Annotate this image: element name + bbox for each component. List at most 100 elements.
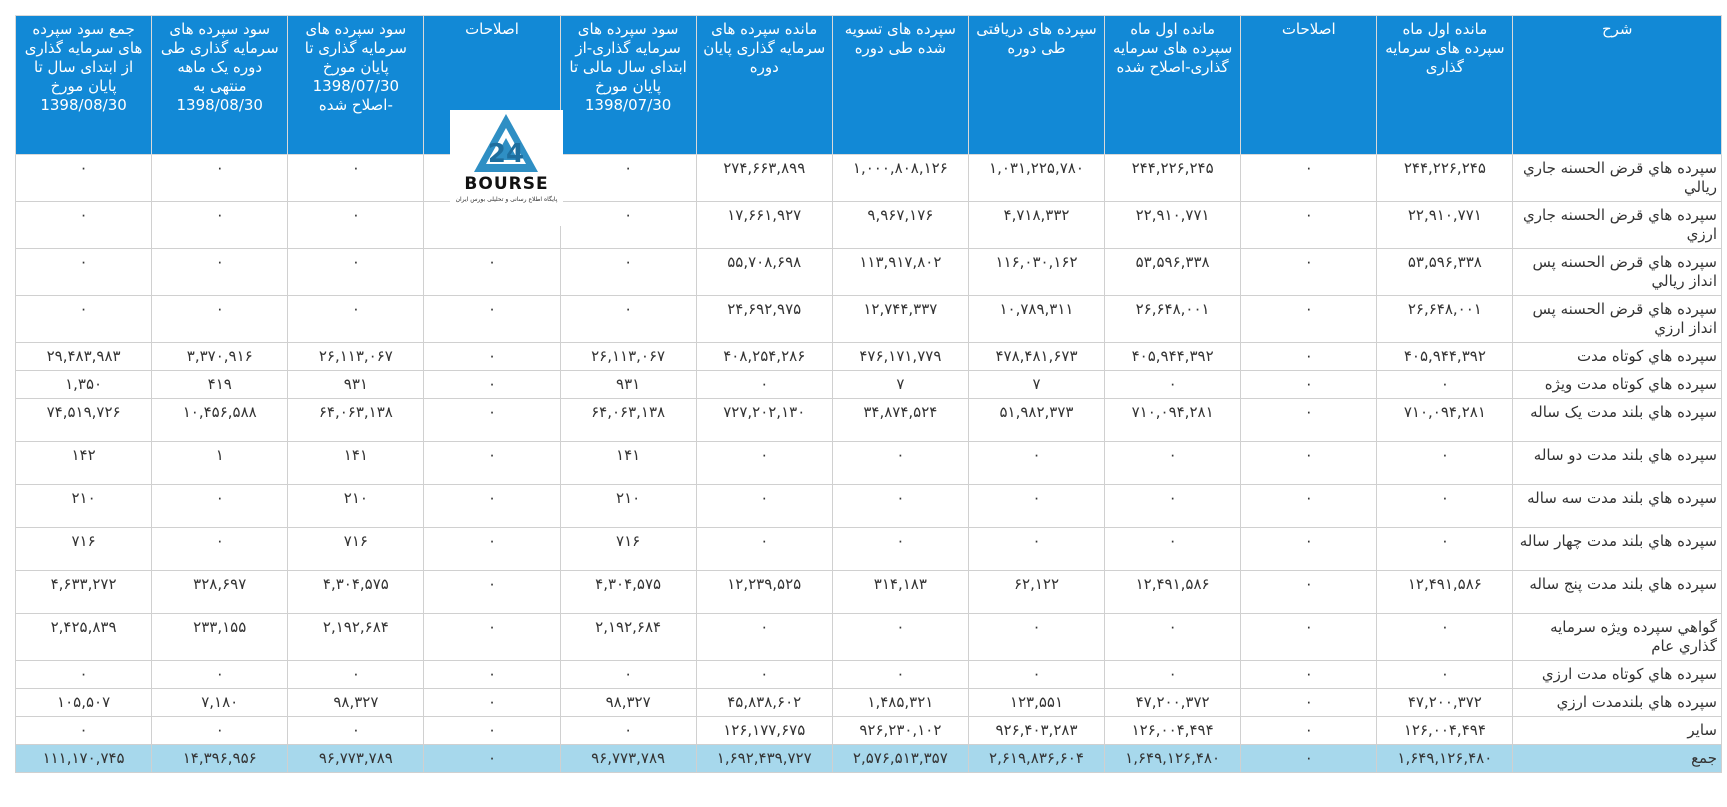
table-cell: ۹۳۱ bbox=[287, 370, 425, 399]
table-cell: ۰ bbox=[151, 484, 289, 528]
row-description: سپرده هاي بلند مدت چهار ساله bbox=[1512, 527, 1722, 571]
deposits-table-container: شرح مانده اول ماه سپرده های سرمایه گذاری ا… bbox=[14, 15, 1722, 773]
table-cell: ۳,۳۷۰,۹۱۶ bbox=[151, 342, 289, 371]
table-cell: ۲۲,۹۱۰,۷۷۱ bbox=[1104, 201, 1242, 249]
table-cell: ۱۲۳,۵۵۱ bbox=[967, 688, 1106, 717]
table-cell: ۰ bbox=[1104, 613, 1242, 661]
table-cell: ۶۲,۱۲۲ bbox=[967, 570, 1106, 614]
table-cell: ۱۲,۷۴۴,۳۳۷ bbox=[831, 295, 969, 343]
column-header: سود سپرده های سرمایه گذاری تا پایان مورخ… bbox=[287, 15, 425, 155]
table-cell: ۰ bbox=[1376, 527, 1514, 571]
table-cell: ۴۰۵,۹۴۴,۳۹۲ bbox=[1376, 342, 1514, 371]
table-cell: ۱۰۵,۵۰۷ bbox=[14, 688, 153, 717]
table-cell: ۰ bbox=[423, 295, 561, 343]
table-cell: ۱۰,۴۵۶,۵۸۸ bbox=[151, 398, 289, 442]
table-cell: ۲۱۰ bbox=[287, 484, 425, 528]
table-cell: ۰ bbox=[423, 716, 561, 745]
table-cell: ۰ bbox=[831, 660, 969, 689]
table-cell: ۱ bbox=[151, 441, 289, 485]
table-cell: ۰ bbox=[559, 716, 697, 745]
table-cell: ۰ bbox=[287, 201, 425, 249]
column-header: سود سپرده های سرمایه گذاری طی دوره یک ما… bbox=[151, 15, 289, 155]
table-cell: ۲۴۴,۲۲۶,۲۴۵ bbox=[1376, 154, 1514, 202]
table-cell: ۰ bbox=[831, 527, 969, 571]
table-cell: ۰ bbox=[151, 716, 289, 745]
table-row: سپرده هاي قرض الحسنه جاري ارزي ۲۲,۹۱۰,۷۷۱… bbox=[14, 201, 1722, 249]
column-header: مانده سپرده های سرمایه گذاری پایان دوره bbox=[695, 15, 833, 155]
table-cell: ۱۱۶,۰۳۰,۱۶۲ bbox=[967, 248, 1106, 296]
table-cell: ۵۱,۹۸۲,۳۷۳ bbox=[967, 398, 1106, 442]
table-cell: ۰ bbox=[1240, 370, 1378, 399]
table-cell: ۷ bbox=[967, 370, 1106, 399]
table-cell: ۱۴۱ bbox=[287, 441, 425, 485]
table-cell: ۲۴,۶۹۲,۹۷۵ bbox=[695, 295, 833, 343]
table-cell: ۰ bbox=[423, 484, 561, 528]
table-cell: ۰ bbox=[151, 660, 289, 689]
table-cell: ۱,۴۸۵,۳۲۱ bbox=[831, 688, 969, 717]
table-cell: ۱,۰۰۰,۸۰۸,۱۲۶ bbox=[831, 154, 969, 202]
table-cell: ۷۱۰,۰۹۴,۲۸۱ bbox=[1376, 398, 1514, 442]
table-cell: ۰ bbox=[1240, 570, 1378, 614]
table-cell: ۵۳,۵۹۶,۳۳۸ bbox=[1376, 248, 1514, 296]
deposits-table: شرح مانده اول ماه سپرده های سرمایه گذاری ا… bbox=[14, 15, 1722, 773]
total-cell: ۲,۶۱۹,۸۳۶,۶۰۴ bbox=[967, 744, 1106, 773]
table-cell: ۰ bbox=[1104, 527, 1242, 571]
total-cell: ۱,۶۴۹,۱۲۶,۴۸۰ bbox=[1376, 744, 1514, 773]
table-cell: ۹۸,۳۲۷ bbox=[559, 688, 697, 717]
table-cell: ۷۱۶ bbox=[287, 527, 425, 571]
table-cell: ۴۵,۸۳۸,۶۰۲ bbox=[695, 688, 833, 717]
table-cell: ۰ bbox=[1240, 398, 1378, 442]
column-header: سپرده های تسویه شده طی دوره bbox=[831, 15, 969, 155]
column-header: شرح bbox=[1512, 15, 1722, 155]
table-cell: ۰ bbox=[1240, 660, 1378, 689]
table-cell: ۰ bbox=[1240, 613, 1378, 661]
table-cell: ۵۵,۷۰۸,۶۹۸ bbox=[695, 248, 833, 296]
row-description: سپرده هاي بلند مدت دو ساله bbox=[1512, 441, 1722, 485]
column-header: سود سپرده های سرمایه گذاری-از ابتدای سال… bbox=[559, 15, 697, 155]
table-cell: ۰ bbox=[1104, 660, 1242, 689]
table-cell: ۴۷,۲۰۰,۳۷۲ bbox=[1376, 688, 1514, 717]
table-row: سپرده هاي قرض الحسنه جاري ريالي ۲۴۴,۲۲۶,۲… bbox=[14, 154, 1722, 202]
table-cell: ۰ bbox=[1240, 716, 1378, 745]
table-cell: ۰ bbox=[287, 154, 425, 202]
table-row: سپرده هاي قرض الحسنه پس انداز ريالي ۵۳,۵۹… bbox=[14, 248, 1722, 296]
table-cell: ۳۲۸,۶۹۷ bbox=[151, 570, 289, 614]
table-cell: ۲۶,۶۴۸,۰۰۱ bbox=[1376, 295, 1514, 343]
table-cell: ۷ bbox=[831, 370, 969, 399]
table-row: سپرده هاي بلندمدت ارزي ۴۷,۲۰۰,۳۷۲ ۰ ۴۷,۲۰۰,… bbox=[14, 688, 1722, 717]
table-cell: ۰ bbox=[1240, 527, 1378, 571]
logo-mark-text: 24 bbox=[488, 139, 524, 169]
row-description: ساير bbox=[1512, 716, 1722, 745]
table-cell: ۰ bbox=[1104, 370, 1242, 399]
table-cell: ۶۴,۰۶۳,۱۳۸ bbox=[559, 398, 697, 442]
table-cell: ۱۱۳,۹۱۷,۸۰۲ bbox=[831, 248, 969, 296]
row-description: سپرده هاي بلند مدت پنج ساله bbox=[1512, 570, 1722, 614]
table-cell: ۰ bbox=[287, 660, 425, 689]
row-description: سپرده هاي قرض الحسنه جاري ريالي bbox=[1512, 154, 1722, 202]
table-cell: ۲۱۰ bbox=[14, 484, 153, 528]
table-cell: ۰ bbox=[1104, 484, 1242, 528]
triangle-logo-icon: 24 bbox=[474, 114, 538, 172]
table-cell: ۱۷,۶۶۱,۹۲۷ bbox=[695, 201, 833, 249]
table-cell: ۴,۶۳۳,۲۷۲ bbox=[14, 570, 153, 614]
table-cell: ۰ bbox=[423, 441, 561, 485]
logo-subtitle: پایگاه اطلاع رسانی و تحلیلی بورس ایران bbox=[455, 196, 558, 203]
table-cell: ۰ bbox=[1240, 201, 1378, 249]
table-cell: ۷۲۷,۲۰۲,۱۳۰ bbox=[695, 398, 833, 442]
table-cell: ۴۷,۲۰۰,۳۷۲ bbox=[1104, 688, 1242, 717]
table-cell: ۰ bbox=[1240, 154, 1378, 202]
table-cell: ۰ bbox=[1240, 342, 1378, 371]
table-cell: ۱۲,۴۹۱,۵۸۶ bbox=[1376, 570, 1514, 614]
table-row: گواهي سپرده ويژه سرمايه گذاري عام ۰ ۰ ۰ ۰ ۰ ۰ ۲… bbox=[14, 613, 1722, 661]
table-row: سپرده هاي بلند مدت پنج ساله ۱۲,۴۹۱,۵۸۶ ۰ ۱۲… bbox=[14, 570, 1722, 614]
table-cell: ۰ bbox=[151, 201, 289, 249]
header-row: شرح مانده اول ماه سپرده های سرمایه گذاری ا… bbox=[14, 15, 1722, 155]
table-cell: ۰ bbox=[1240, 484, 1378, 528]
table-cell: ۴۷۶,۱۷۱,۷۷۹ bbox=[831, 342, 969, 371]
table-cell: ۰ bbox=[559, 154, 697, 202]
row-description: سپرده هاي بلند مدت يک ساله bbox=[1512, 398, 1722, 442]
table-cell: ۴۷۸,۴۸۱,۶۷۳ bbox=[967, 342, 1106, 371]
table-cell: ۰ bbox=[559, 201, 697, 249]
table-cell: ۰ bbox=[1376, 484, 1514, 528]
table-cell: ۴,۷۱۸,۳۳۲ bbox=[967, 201, 1106, 249]
